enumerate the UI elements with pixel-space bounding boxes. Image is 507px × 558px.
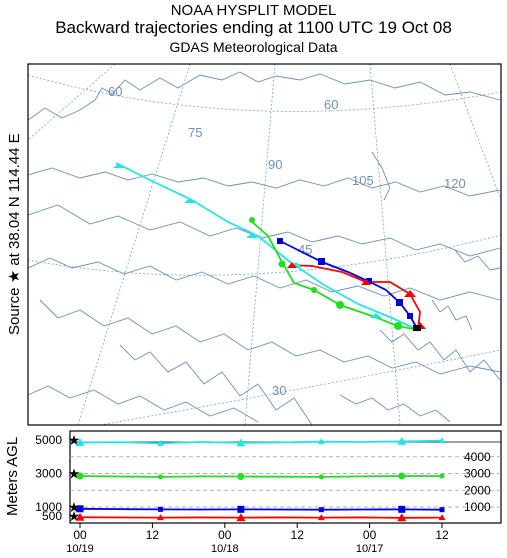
left-height-tick-label: 1000 [35, 500, 62, 514]
trajectory-paths [115, 162, 421, 331]
marker-red [404, 290, 416, 297]
height-series-line [79, 507, 443, 511]
coastlines [28, 71, 501, 425]
height-series-line [79, 439, 443, 445]
marker-green [311, 287, 317, 293]
height-series-marker [156, 514, 164, 521]
height-axis-label: Meters AGL [4, 437, 21, 516]
height-series-marker [397, 513, 407, 522]
graticule [28, 64, 501, 425]
height-series-marker [318, 507, 324, 513]
latitude-label: 45 [298, 242, 312, 257]
height-series-marker [317, 514, 325, 521]
marker-cyan [246, 233, 258, 238]
height-series-marker [156, 439, 164, 446]
height-series-marker [317, 438, 325, 445]
marker-green [336, 301, 344, 309]
left-height-tick-label: 5000 [35, 433, 62, 447]
marker-blue [277, 238, 283, 244]
right-height-tick-label: 4000 [464, 450, 491, 464]
longitude-label: 60 [108, 84, 122, 99]
height-series-marker [439, 507, 445, 513]
marker-cyan [184, 198, 196, 203]
date-label: 10/18 [211, 543, 239, 555]
marker-green [394, 322, 402, 330]
height-series-marker [236, 438, 246, 447]
height-series-marker [318, 474, 324, 480]
height-frame [69, 430, 502, 524]
height-series-marker [398, 505, 406, 513]
time-tick-label: 12 [146, 528, 160, 542]
model-title: NOAA HYSPLIT MODEL [170, 2, 337, 19]
trajectory-map: 60 75 90 105 120 60 45 30 [27, 63, 502, 426]
marker-cyan [113, 163, 125, 168]
right-height-tick-label: 3000 [464, 467, 491, 481]
height-series-line [79, 475, 442, 478]
trajectory-subtitle: Backward trajectories ending at 1100 UTC… [55, 18, 452, 37]
marker-green [278, 260, 286, 268]
marker-blue [396, 299, 403, 306]
longitude-label: 75 [188, 125, 202, 140]
height-series-marker [157, 474, 163, 480]
marker-red [361, 279, 371, 285]
height-series-marker [438, 514, 446, 521]
right-height-tick-label: 2000 [464, 483, 491, 497]
time-tick-label: 12 [291, 528, 305, 542]
longitude-label: 120 [444, 176, 466, 191]
left-height-tick-label: 3000 [35, 467, 62, 481]
trajectory-markers [113, 163, 426, 331]
height-series-marker [398, 472, 406, 480]
time-tick-label: 12 [435, 528, 449, 542]
marker-blue [407, 313, 413, 319]
date-label: 10/19 [66, 543, 94, 555]
marker-blue [366, 278, 372, 284]
height-series-marker [75, 438, 85, 447]
right-height-tick-label: 1000 [464, 500, 491, 514]
time-tick-label: 00 [363, 528, 377, 542]
height-series-marker [157, 506, 163, 512]
height-series-marker [237, 473, 245, 481]
source-marker [413, 325, 421, 331]
height-series-marker [76, 472, 84, 480]
date-label: 10/17 [356, 543, 384, 555]
latitude-label: 60 [324, 97, 338, 112]
marker-green [249, 217, 255, 223]
height-series-marker [397, 436, 407, 445]
marker-red [287, 262, 297, 268]
height-series-marker [75, 512, 85, 521]
longitude-label: 90 [268, 157, 282, 172]
height-series-marker [237, 505, 245, 513]
time-tick-label: 00 [73, 528, 87, 542]
trajectory-red [289, 264, 421, 331]
height-series-line [79, 516, 443, 519]
height-series-marker [438, 437, 446, 444]
time-tick-label: 00 [218, 528, 232, 542]
map-frame [27, 63, 502, 426]
data-source-label: GDAS Meteorological Data [169, 39, 338, 55]
source-location-label: Source ★ at 38.04 N 114.44 E [6, 133, 23, 335]
longitude-label: 105 [352, 173, 374, 188]
marker-blue [318, 258, 325, 265]
left-height-tick-label: 500 [42, 509, 62, 523]
marker-cyan [370, 313, 382, 318]
height-series-marker [76, 505, 84, 513]
latitude-label: 30 [272, 383, 286, 398]
height-series-marker [236, 513, 246, 522]
height-series-marker [439, 473, 445, 479]
